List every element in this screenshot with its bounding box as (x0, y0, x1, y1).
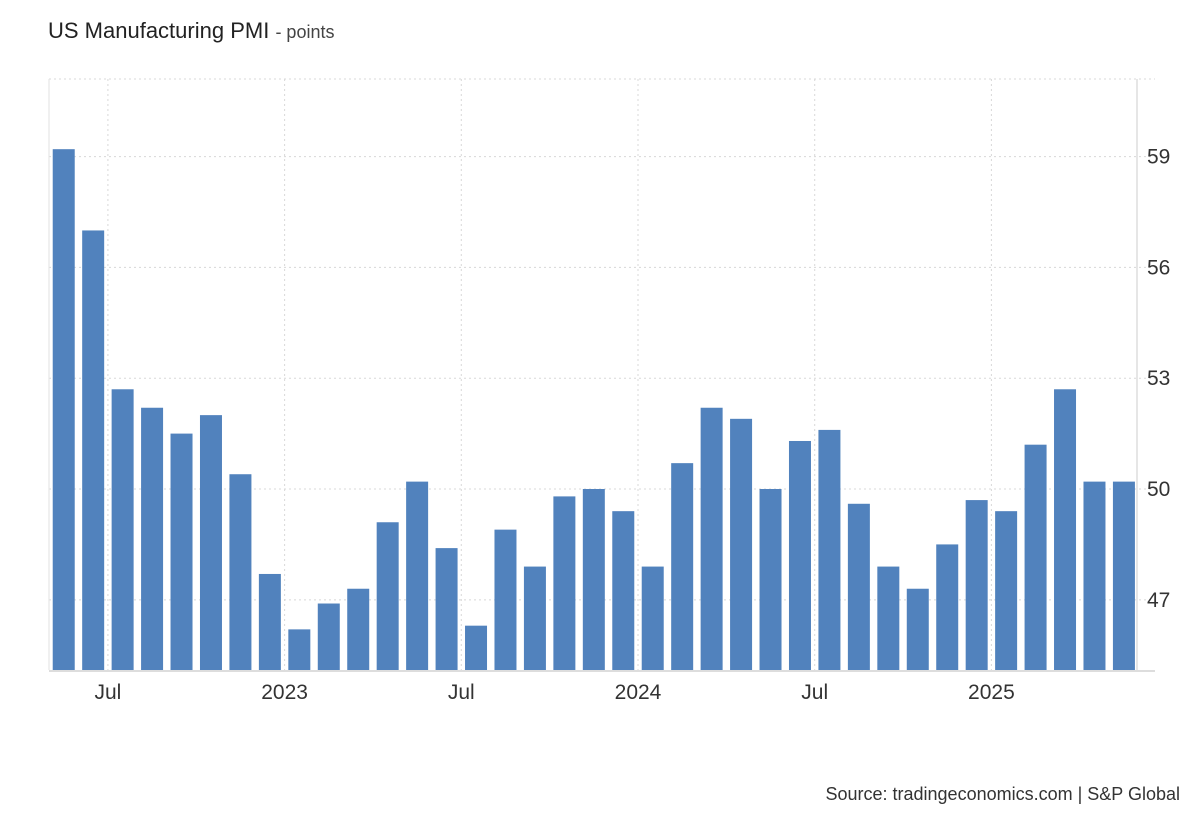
bar-2024-07 (818, 429, 841, 670)
bar-2024-08 (847, 503, 870, 670)
y-tick-label: 47 (1147, 589, 1170, 612)
bar-2022-06 (82, 230, 105, 670)
bar-2024-09 (877, 566, 900, 670)
bar-2022-05 (52, 149, 75, 670)
y-tick-label: 50 (1147, 478, 1170, 501)
x-tick-label: Jul (94, 681, 121, 704)
bar-2025-02 (1024, 444, 1047, 670)
bar-2023-03 (347, 588, 370, 670)
bar-2023-12 (612, 511, 635, 670)
bar-2023-07 (465, 625, 488, 670)
bar-2023-11 (582, 489, 605, 670)
source-attribution: Source: tradingeconomics.com | S&P Globa… (825, 784, 1180, 804)
bar-2024-11 (936, 544, 959, 670)
bar-2024-06 (788, 440, 811, 670)
bar-2023-09 (523, 566, 546, 670)
bar-2022-12 (258, 573, 281, 670)
bar-2025-04 (1083, 481, 1106, 670)
bar-2022-07 (111, 389, 134, 670)
bar-2024-01 (641, 566, 664, 670)
bar-2022-08 (141, 407, 164, 670)
bar-2022-10 (199, 415, 222, 670)
bar-2023-08 (494, 529, 517, 670)
bar-2024-02 (671, 463, 694, 670)
y-tick-label: 53 (1147, 367, 1170, 390)
y-tick-label: 56 (1147, 256, 1170, 279)
bar-2025-03 (1054, 389, 1077, 670)
chart-unit: - points (275, 22, 335, 42)
bar-2023-01 (288, 629, 311, 670)
x-tick-label: Jul (801, 681, 828, 704)
chart-title: US Manufacturing PMI - points (48, 18, 334, 44)
bar-2022-11 (229, 474, 252, 670)
y-tick-label: 59 (1147, 146, 1170, 169)
x-tick-label: Jul (448, 681, 475, 704)
x-tick-label: 2024 (615, 681, 662, 704)
bar-2023-05 (406, 481, 429, 670)
bar-2023-06 (435, 548, 458, 670)
bar-2024-03 (700, 407, 723, 670)
bar-2023-10 (553, 496, 576, 670)
bar-2024-05 (759, 489, 782, 670)
chart-title-text: US Manufacturing PMI (48, 18, 270, 43)
bar-2025-05 (1112, 481, 1135, 670)
x-tick-label: 2023 (261, 681, 308, 704)
bar-2023-04 (376, 522, 399, 670)
bar-2025-01 (995, 511, 1018, 670)
bar-2024-12 (965, 500, 988, 670)
bar-2023-02 (317, 603, 340, 670)
bar-2024-10 (906, 588, 929, 670)
bar-2024-04 (730, 418, 753, 670)
x-tick-label: 2025 (968, 681, 1015, 704)
bar-2022-09 (170, 433, 193, 670)
